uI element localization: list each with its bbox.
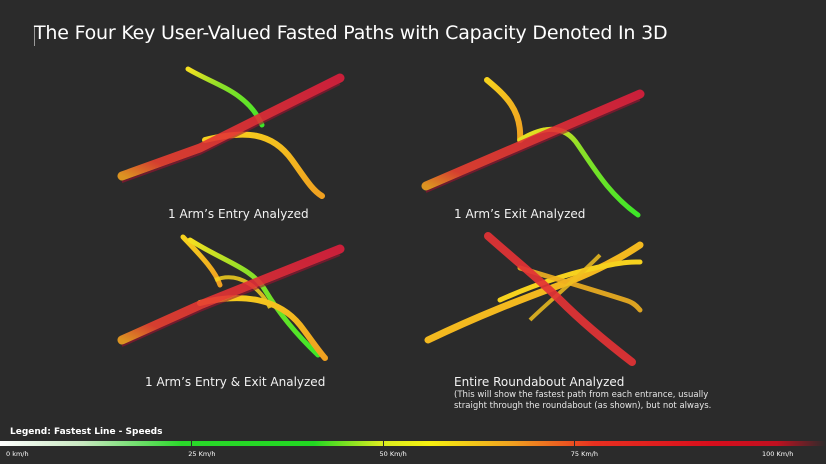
through-path-red <box>117 244 345 345</box>
exit-path-green <box>517 126 641 218</box>
panel-entire-roundabout <box>424 232 644 366</box>
panel-exit-analyzed <box>421 77 645 218</box>
path-w-e <box>497 259 643 303</box>
legend-title: Legend: Fastest Line - Speeds <box>10 427 163 437</box>
legend-tick-mark <box>382 440 384 447</box>
panel-entry-analyzed <box>117 66 345 199</box>
panel-3-caption: 1 Arm’s Entry & Exit Analyzed <box>145 375 326 389</box>
exit-path-green <box>187 237 321 358</box>
panel-4-caption: Entire Roundabout Analyzed <box>454 375 625 389</box>
panel-entry-exit-analyzed <box>117 234 345 361</box>
title-cursor-mark <box>34 26 35 46</box>
through-path-red <box>421 89 645 191</box>
legend-speed-gradient <box>0 441 826 446</box>
legend-tick-label: 75 Km/h <box>570 450 598 458</box>
legend-tick-mark <box>573 440 575 447</box>
legend-tick-mark <box>191 440 193 447</box>
panel-1-caption: 1 Arm’s Entry Analyzed <box>168 207 309 221</box>
path-nw-se-red <box>484 232 636 366</box>
path-sw-ne <box>424 241 644 344</box>
legend-tick-label: 25 Km/h <box>188 450 216 458</box>
through-path-red <box>117 73 345 181</box>
entry-path-yellow <box>484 77 524 143</box>
entry-path-yellow <box>180 234 223 288</box>
exit-path-yellow <box>197 295 328 361</box>
legend-tick-label: 50 Km/h <box>379 450 407 458</box>
legend-tick-label: 0 km/h <box>6 450 29 458</box>
panel-4-note: (This will show the fastest path from ea… <box>454 390 712 411</box>
page-title: The Four Key User-Valued Fasted Paths wi… <box>34 22 668 44</box>
panel-2-caption: 1 Arm’s Exit Analyzed <box>454 207 586 221</box>
legend-tick-label: 100 Km/h <box>762 450 794 458</box>
entry-path-green <box>185 66 265 128</box>
path-nw-se-yellow <box>517 265 643 313</box>
